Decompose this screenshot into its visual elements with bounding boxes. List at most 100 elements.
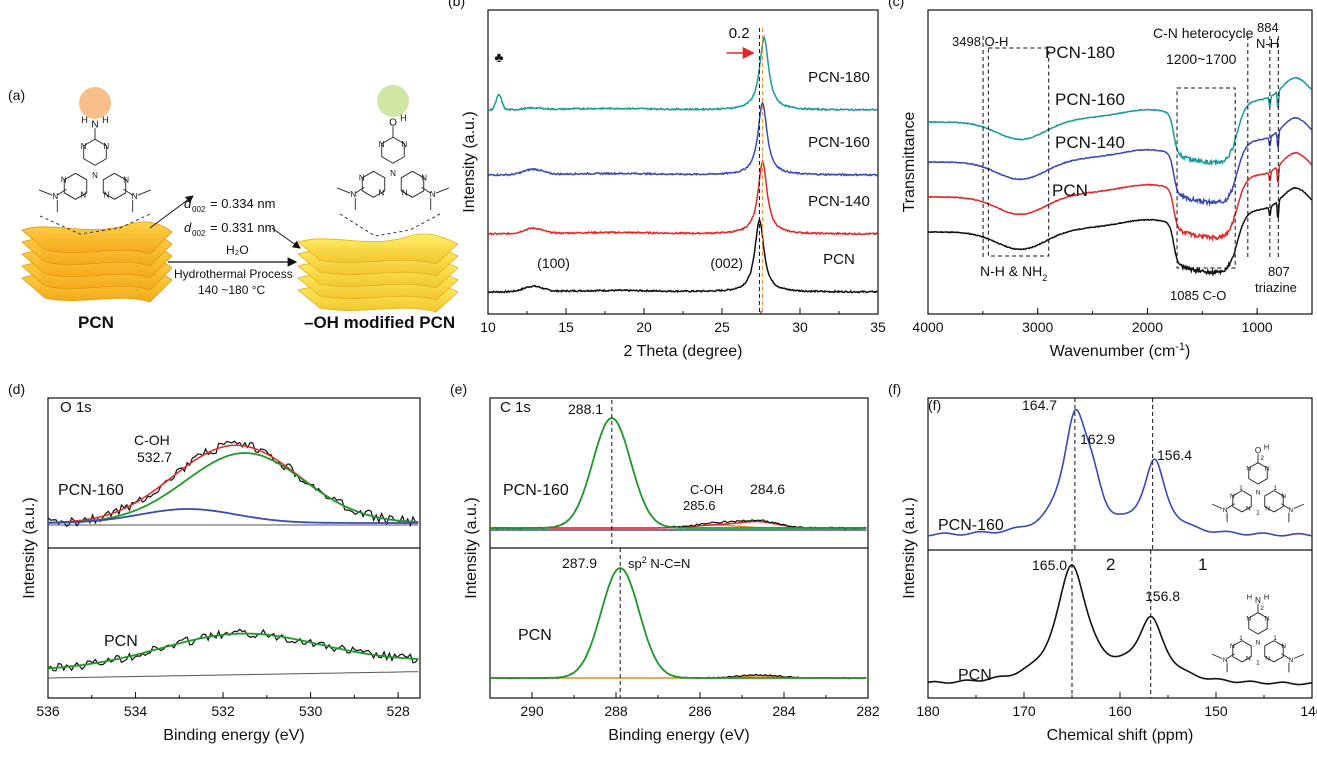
x-tick-label: 150 (1204, 703, 1228, 719)
amine-bond (1226, 503, 1235, 509)
annot-164-7: 164.7 (1022, 397, 1057, 413)
annot-sp2: sp2 N-C=N (628, 555, 690, 571)
raw-data-line (489, 567, 867, 680)
x-tick-label: 284 (772, 703, 796, 719)
panel-label: (b) (448, 0, 465, 9)
annot-162-9: 162.9 (1080, 431, 1115, 447)
x-tick-label: 10 (480, 319, 496, 335)
series-label-pcn: PCN (823, 251, 855, 268)
x-axis-label: Chemical shift (ppm) (1047, 727, 1194, 744)
ring-bond (102, 172, 127, 200)
nitrogen-atom: N (1230, 643, 1235, 650)
series-label-pcn: PCN (1052, 181, 1088, 200)
annot-coh: C-OH (134, 432, 170, 448)
x-tick-label: 140 (1300, 703, 1317, 719)
oh-pcn-layered-sheets-icon (297, 213, 459, 313)
nitrogen-atom: N (402, 189, 408, 198)
nitrogen-atom: N (378, 189, 384, 198)
annot-288-1: 288.1 (568, 401, 603, 417)
subplot-label-pcn-160: PCN-160 (938, 517, 1004, 534)
annot-884: 884 (1257, 20, 1279, 35)
hydrogen-atom: H (81, 115, 88, 125)
nitrogen-atom: N (80, 191, 86, 200)
peak-label-002: (002) (710, 255, 743, 271)
annot-156-8: 156.8 (1145, 588, 1180, 604)
annot-156-4: 156.4 (1157, 447, 1192, 463)
carbon-1-number: 1 (1256, 509, 1260, 516)
amino-highlight-circle (79, 87, 111, 119)
nitrogen-atom: N (1230, 493, 1235, 500)
amine-bond (57, 188, 67, 196)
series-label-pcn-160: PCN-160 (808, 134, 870, 151)
nitrogen-atom: N (359, 174, 365, 183)
amine-bond (355, 186, 365, 194)
ring-bond (63, 172, 88, 200)
carbon-1-number: 1 (1239, 485, 1243, 492)
methyl-bond (1293, 653, 1305, 659)
ring-bond (381, 136, 405, 164)
annot-284-6: 284.6 (750, 481, 785, 497)
amine-bond (421, 186, 431, 194)
ring-bond (83, 138, 107, 166)
series-line-pcn-140 (487, 158, 878, 236)
x-tick-label: 1000 (1242, 319, 1273, 335)
melem-amino-structure: N NNN NN NN HHN N (38, 115, 152, 213)
x-axis-label: Wavenumber (cm-1) (1050, 341, 1191, 360)
d-spacing-pcn: = 0.334 nm (210, 196, 275, 211)
substituent-atom: O (1255, 446, 1261, 455)
methyl-bond (137, 189, 152, 196)
nitrogen-atom: N (123, 176, 129, 185)
fit-component-line (490, 417, 867, 529)
x-tick-label: 30 (792, 319, 808, 335)
x-tick-label: 20 (636, 319, 652, 335)
annot-807: 807 (1268, 264, 1290, 279)
x-tick-label: 528 (386, 703, 410, 719)
nitrogen-atom: N (1223, 507, 1228, 514)
carbon-2-label: 2 (1106, 555, 1115, 574)
hydrogen-atom: H (102, 115, 109, 125)
series-line-pcn-180 (927, 77, 1313, 166)
x-tick-label: 4000 (912, 319, 943, 335)
nitrogen-atom: N (1256, 489, 1261, 496)
carbon-2-number: 2 (1260, 605, 1264, 612)
oh-pcn-caption: –OH modified PCN (304, 313, 455, 332)
x-tick-label: 530 (299, 703, 323, 719)
x-axis-label-superscript: -1 (1175, 341, 1185, 353)
nitrogen-atom: N (92, 171, 98, 180)
nitrogen-atom: N (52, 192, 58, 201)
methyl-bond (435, 187, 450, 194)
x-tick-label: 532 (211, 703, 235, 719)
panel-label: (f) (888, 381, 901, 397)
series-label-pcn-140: PCN-140 (1055, 133, 1125, 152)
methyl-bond (1211, 653, 1223, 659)
series-line-pcn-140 (927, 151, 1313, 242)
series-line-pcn (487, 217, 878, 294)
ring-bond (1232, 640, 1252, 663)
subplot-label-pcn: PCN (104, 633, 138, 650)
coh-component-line (48, 508, 419, 524)
annot-532-7: 532.7 (137, 449, 172, 465)
nitrogen-atom: N (1256, 639, 1261, 646)
carbon-1-number: 1 (1273, 485, 1277, 492)
panel-a-schematic: (a) N NNN NN NN HHN N N NNN NN NO HN N PCN –OH mod… (8, 85, 459, 332)
annot-ncn: N-C=N (647, 556, 691, 571)
annot-285-6: 285.6 (683, 498, 716, 513)
hydrogen-atom: H (1264, 592, 1269, 601)
carbon-1-number: 1 (1256, 659, 1260, 666)
x-tick-label: 180 (916, 703, 940, 719)
substituent-atom: N (91, 120, 98, 131)
d-spacing-oh-pcn: = 0.331 nm (210, 220, 275, 235)
amine-bond (1281, 653, 1290, 659)
y-axis-label: Intensity (a.u.) (901, 497, 918, 598)
fit-component-line (47, 632, 419, 670)
shift-label: 0.2 (729, 25, 750, 42)
y-axis-label: Transmittance (901, 112, 918, 213)
annot-165-0: 165.0 (1032, 557, 1067, 573)
melem-hydroxyl-structure-icon: N NNN NN NO HN N (336, 113, 450, 211)
x-axis-label: Binding energy (eV) (163, 727, 304, 744)
x-tick-label: 536 (36, 703, 60, 719)
annot-nh: N-H (1256, 36, 1279, 51)
hydroxyl-highlight-circle (377, 85, 409, 117)
annot-cn-heterocycle: C-N heterocycle (1153, 25, 1254, 41)
ring-bond (361, 170, 386, 198)
